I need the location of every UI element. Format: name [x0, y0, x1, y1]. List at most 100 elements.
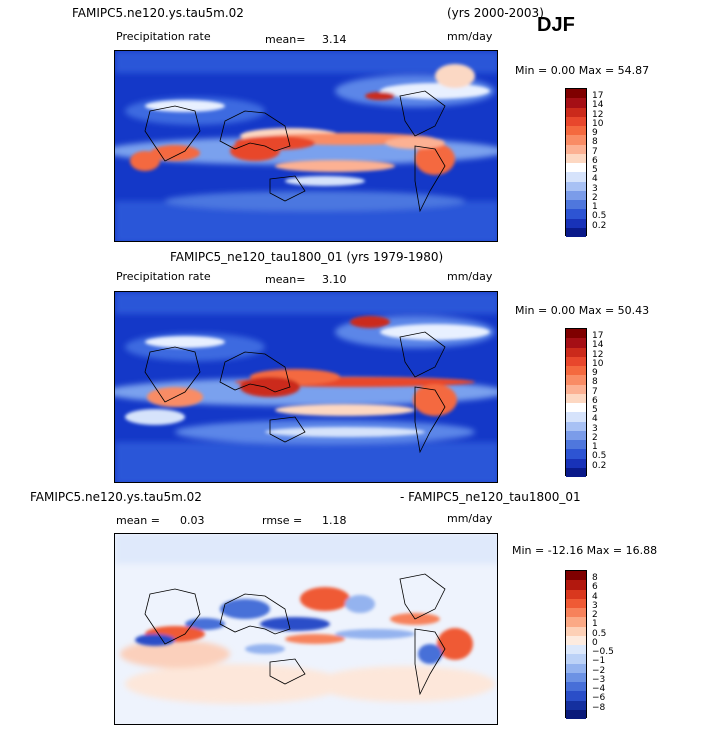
panel2-cbar-swatch [566, 347, 586, 357]
panel1-cbar-tick: 5 [592, 165, 598, 175]
panel3-cbar-swatch [566, 626, 586, 636]
panel2-cbar-tick: 2 [592, 433, 598, 443]
panel2-cbar-swatch [566, 366, 586, 376]
panel3-cbar-tick: −8 [592, 703, 606, 713]
panel2-title: FAMIPC5_ne120_tau1800_01 (yrs 1979-1980) [170, 250, 444, 264]
panel3-cbar-swatch [566, 598, 586, 608]
panel3-cbar-swatch [566, 635, 586, 645]
panel1-cbar-tick: 7 [592, 147, 598, 157]
panel3-cbar-tick: 8 [592, 573, 598, 583]
panel2-variable: Precipitation rate [116, 270, 211, 283]
panel3-cbar-swatch [566, 691, 586, 701]
panel1-cbar-tick: 10 [592, 119, 604, 129]
panel2-cbar-swatch [566, 356, 586, 366]
panel1-map-svg [115, 51, 497, 241]
panel3-cbar-tick: 1 [592, 619, 598, 629]
panel3-cbar-swatch [566, 608, 586, 618]
panel3-cbar-swatch [566, 654, 586, 664]
panel3-mean-label: mean = [116, 514, 160, 527]
panel3-map-svg [115, 534, 497, 724]
panel3-title-left: FAMIPC5.ne120.ys.tau5m.02 [30, 490, 202, 504]
panel1-cbar-swatch [566, 190, 586, 200]
panel1-cbar-tick: 8 [592, 137, 598, 147]
panel3-cbar-swatch [566, 580, 586, 590]
panel3-rmse-value: 1.18 [322, 514, 347, 527]
panel3-cbar-swatch [566, 617, 586, 627]
panel1-units: mm/day [447, 30, 493, 43]
panel2-cbar-swatch [566, 338, 586, 348]
panel2-cbar-swatch [566, 467, 586, 477]
panel1-mean-label: mean= [265, 33, 306, 46]
panel2-cbar-swatch [566, 421, 586, 431]
panel2-units: mm/day [447, 270, 493, 283]
panel3-colorbar [565, 570, 587, 719]
panel2-cbar-swatch [566, 403, 586, 413]
panel1-cbar-tick: 6 [592, 156, 598, 166]
panel1-cbar-swatch [566, 126, 586, 136]
panel1-cbar-tick: 12 [592, 110, 604, 120]
panel2-cbar-tick: 3 [592, 424, 598, 434]
panel1-cbar-tick: 17 [592, 91, 604, 101]
panel3-cbar-swatch [566, 589, 586, 599]
season-label: DJF [537, 14, 575, 36]
panel2-cbar-tick: 9 [592, 368, 598, 378]
panel1-cbar-swatch [566, 200, 586, 210]
panel1-title-left: FAMIPC5.ne120.ys.tau5m.02 [72, 6, 244, 20]
panel1-cbar-swatch [566, 181, 586, 191]
panel1-cbar-tick: 0.5 [592, 211, 607, 221]
panel2-cbar-tick: 0.2 [592, 461, 607, 471]
panel2-cbar-swatch [566, 440, 586, 450]
panel1-cbar-swatch [566, 163, 586, 173]
panel2-map-svg [115, 292, 497, 482]
panel3-mean-value: 0.03 [180, 514, 205, 527]
panel3-cbar-tick: −1 [592, 656, 606, 666]
panel2-cbar-swatch [566, 449, 586, 459]
panel1-cbar-tick: 3 [592, 184, 598, 194]
panel3-units: mm/day [447, 512, 493, 525]
panel1-cbar-tick: 2 [592, 193, 598, 203]
panel2-cbar-tick: 14 [592, 340, 604, 350]
panel1-variable: Precipitation rate [116, 30, 211, 43]
panel1-cbar-swatch [566, 135, 586, 145]
panel3-cbar-tick: 4 [592, 592, 598, 602]
panel2-cbar-tick: 17 [592, 331, 604, 341]
panel1-cbar-tick: 9 [592, 128, 598, 138]
panel2-minmax: Min = 0.00 Max = 50.43 [515, 304, 650, 317]
panel3-cbar-tick: 0 [592, 638, 598, 648]
panel1-cbar-swatch [566, 116, 586, 126]
panel3-cbar-tick: 3 [592, 601, 598, 611]
panel2-cbar-tick: 4 [592, 414, 598, 424]
panel3-cbar-tick: 0.5 [592, 629, 607, 639]
panel2-cbar-tick: 1 [592, 442, 598, 452]
panel1-map [114, 50, 498, 242]
panel1-cbar-swatch [566, 218, 586, 228]
panel1-cbar-swatch [566, 153, 586, 163]
panel1-cbar-swatch [566, 107, 586, 117]
panel1-mean-value: 3.14 [322, 33, 347, 46]
panel2-cbar-tick: 0.5 [592, 451, 607, 461]
panel2-mean-value: 3.10 [322, 273, 347, 286]
panel2-cbar-swatch [566, 384, 586, 394]
panel3-rmse-label: rmse = [262, 514, 303, 527]
panel3-cbar-tick: 2 [592, 610, 598, 620]
panel2-cbar-tick: 10 [592, 359, 604, 369]
panel3-map [114, 533, 498, 725]
panel1-cbar-tick: 14 [592, 100, 604, 110]
panel3-cbar-swatch [566, 663, 586, 673]
panel3-title-right: - FAMIPC5_ne120_tau1800_01 [400, 490, 581, 504]
panel2-cbar-swatch [566, 458, 586, 468]
panel2-cbar-swatch [566, 375, 586, 385]
panel3-cbar-tick: −0.5 [592, 647, 614, 657]
panel1-colorbar [565, 88, 587, 237]
panel2-cbar-swatch [566, 393, 586, 403]
panel2-cbar-swatch [566, 430, 586, 440]
panel2-map [114, 291, 498, 483]
panel1-cbar-swatch [566, 89, 586, 99]
panel3-cbar-tick: −4 [592, 684, 606, 694]
panel2-mean-label: mean= [265, 273, 306, 286]
panel2-cbar-swatch [566, 329, 586, 339]
panel2-cbar-swatch [566, 412, 586, 422]
panel1-cbar-swatch [566, 98, 586, 108]
panel3-cbar-tick: −3 [592, 675, 606, 685]
panel3-cbar-swatch [566, 709, 586, 719]
